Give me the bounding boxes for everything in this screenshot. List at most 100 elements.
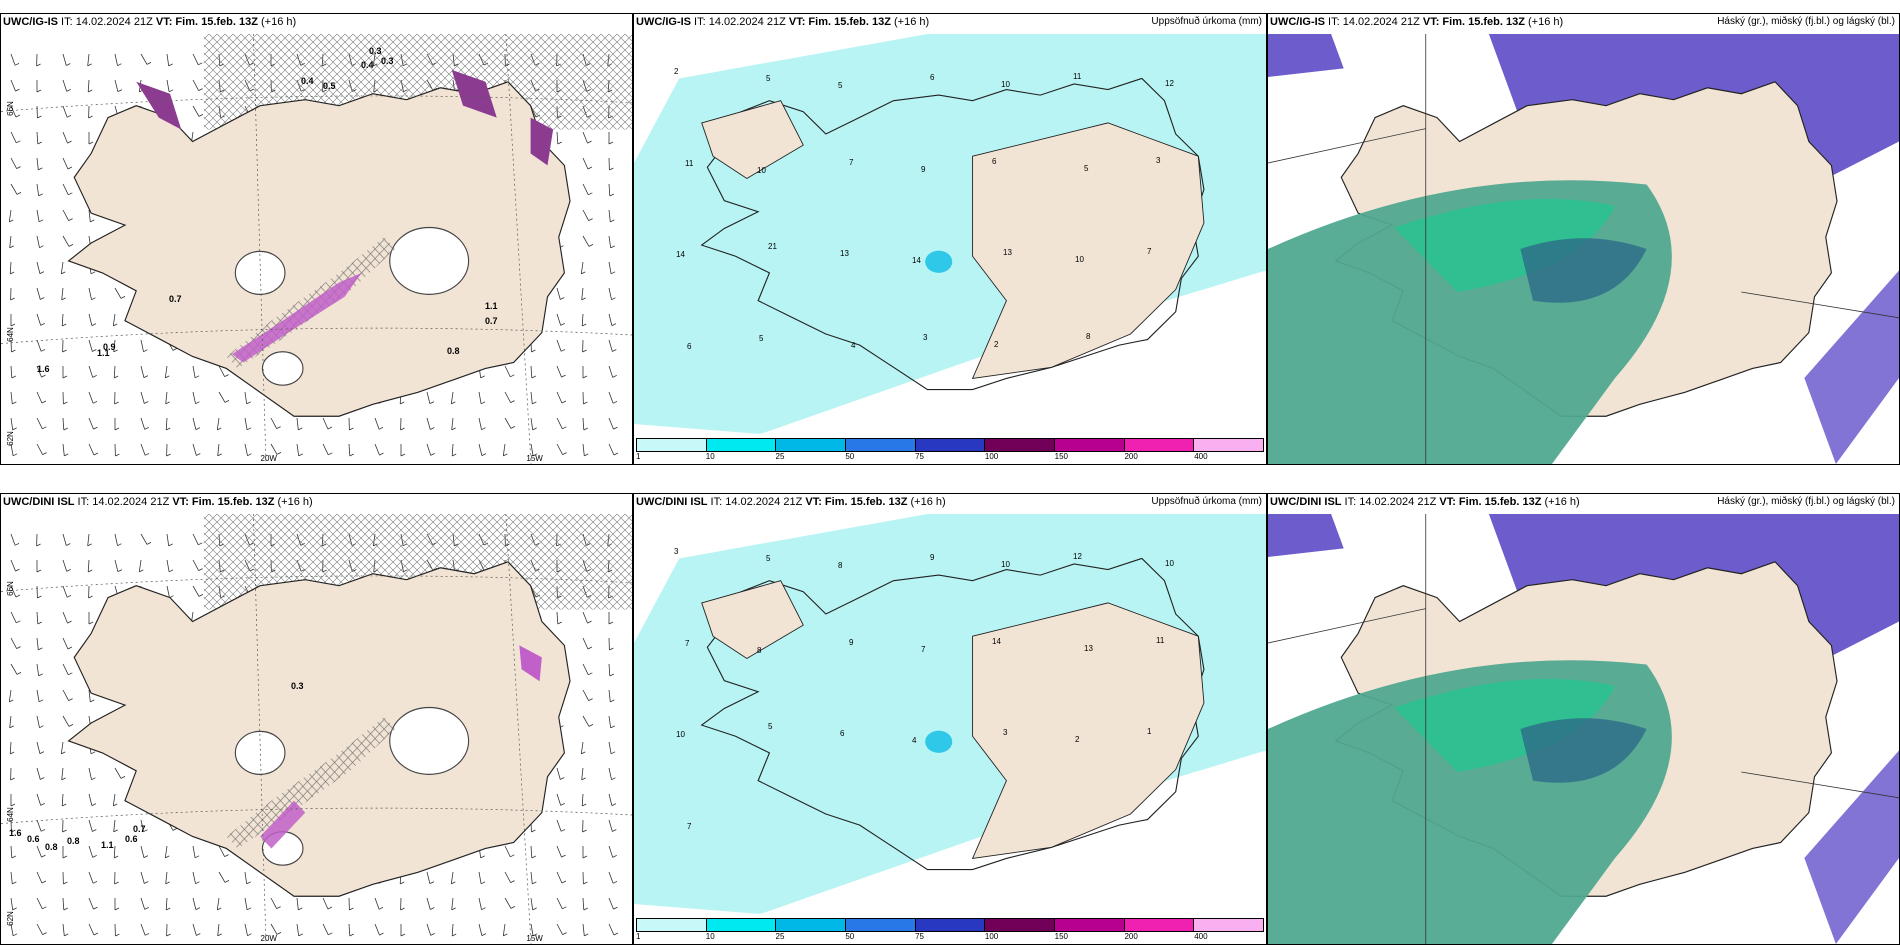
legend-swatch [776, 439, 847, 451]
wind-value-label: 0.3 [381, 56, 394, 66]
init-time: IT: 14.02.2024 21Z [707, 496, 806, 508]
wind-value-label: 0.5 [323, 81, 336, 91]
wind-value-label: 0.7 [485, 316, 498, 326]
lon-label-20w: 20W [260, 934, 277, 943]
precip-value-label: 10 [757, 166, 766, 175]
precip-value-label: 3 [674, 547, 679, 556]
precip-value-label: 6 [840, 729, 845, 738]
lat-label: 64N [5, 327, 15, 343]
precip-value-label: 10 [1001, 560, 1010, 569]
precip-value-label: 13 [1084, 644, 1093, 653]
wind-value-label: 1.6 [9, 828, 22, 838]
legend-swatch [915, 439, 986, 451]
valid-time: Fim. 15.feb. 13Z [188, 496, 275, 508]
precip-value-label: 3 [1156, 156, 1161, 165]
model-name: UWC/DINI ISL [1270, 496, 1342, 508]
cloud-map [1268, 34, 1899, 464]
init-time: IT: 14.02.2024 21Z [1341, 496, 1440, 508]
precip-value-label: 2 [1075, 735, 1080, 744]
precip-value-label: 11 [1073, 72, 1082, 81]
lon-label-15w: 15W [526, 934, 543, 943]
legend-swatch [1194, 919, 1264, 931]
panel-field-title: Uppsöfnuð úrkoma (mm) [1151, 496, 1262, 507]
legend-swatch [706, 439, 777, 451]
precip-value-label: 5 [766, 554, 771, 563]
legend-swatch [985, 919, 1056, 931]
precip-value-label: 7 [921, 645, 926, 654]
precip-legend: 1 10 25 50 75 100 150 200 400 [636, 918, 1264, 942]
wind-map: 0.30.4 0.30.50.40.71.10.70.91.1 0.81.6 [1, 34, 632, 464]
precip-value-label: 2 [674, 67, 679, 76]
valid-time-label: VT: [155, 16, 173, 28]
lead-time: (+16 h) [1524, 16, 1564, 28]
precip-value-label: 3 [1003, 728, 1008, 737]
precip-value-label: 11 [1156, 636, 1165, 645]
precip-value-label: 10 [1001, 80, 1010, 89]
panel-title: UWC/IG-IS IT: 14.02.2024 21Z VT: Fim. 15… [1270, 16, 1563, 28]
lead-time: (+16 h) [907, 496, 946, 508]
precip-value-label: 11 [685, 159, 694, 168]
precip-value-label: 4 [851, 341, 856, 350]
valid-time: Fim. 15.feb. 13Z [1439, 16, 1525, 28]
precip-value-label: 14 [992, 637, 1001, 646]
precip-value-label: 2 [994, 340, 999, 349]
precip-value-label: 9 [921, 165, 926, 174]
precip-value-label: 6 [687, 342, 692, 351]
precip-map: 3 5 8 9 10 12 10 7 8 9 7 14 13 11 10 5 6 4 3 2 1 7 [634, 514, 1266, 944]
map-panel-precip: UWC/DINI ISL IT: 14.02.2024 21Z VT: Fim.… [633, 493, 1267, 945]
lead-time: (+16 h) [890, 16, 930, 28]
map-panel-wind: UWC/DINI ISL IT: 14.02.2024 21Z VT: Fim.… [0, 493, 633, 945]
precip-legend: 1 10 25 50 75 100 150 200 400 [636, 438, 1264, 462]
panel-title: UWC/DINI ISL IT: 14.02.2024 21Z VT: Fim.… [3, 496, 313, 508]
legend-tick-label: 100 [984, 452, 999, 461]
legend-tick-label: 25 [775, 452, 785, 461]
legend-tick-label: 75 [915, 452, 925, 461]
panel-title: UWC/IG-IS IT: 14.02.2024 21Z VT: Fim. 15… [636, 16, 929, 28]
wind-value-label: 0.6 [125, 834, 138, 844]
model-name: UWC/IG-IS [3, 16, 58, 28]
legend-tick-label: 10 [705, 452, 715, 461]
legend-tick-label: 75 [915, 932, 925, 941]
precip-value-label: 5 [768, 722, 773, 731]
wind-value-label: 0.7 [169, 294, 182, 304]
precip-value-label: 5 [838, 81, 843, 90]
wind-value-label: 0.8 [447, 346, 460, 356]
valid-time-label: VT: [172, 496, 189, 508]
legend-swatch [1194, 439, 1264, 451]
legend-swatch [637, 439, 707, 451]
precip-value-label: 21 [768, 242, 777, 251]
panel-field-title: Uppsöfnuð úrkoma (mm) [1151, 16, 1262, 27]
precip-value-label: 5 [766, 74, 771, 83]
map-panel-precip: UWC/IG-IS IT: 14.02.2024 21Z VT: Fim. 15… [633, 13, 1267, 465]
precip-value-label: 4 [912, 736, 917, 745]
wind-value-label: 0.8 [45, 842, 58, 852]
map-area: 1.6 0.6 0.8 0.8 1.1 0.7 0.6 0.3 [1, 514, 632, 944]
valid-time: Fim. 15.feb. 13Z [821, 496, 908, 508]
wind-value-label: 0.9 [103, 342, 116, 352]
lat-label: 62N [5, 431, 15, 447]
init-time: IT: 14.02.2024 21Z [74, 496, 173, 508]
legend-swatch [776, 919, 847, 931]
wind-value-label: 0.4 [301, 76, 314, 86]
legend-tick-label: 50 [845, 452, 855, 461]
valid-time-label: VT: [805, 496, 822, 508]
wind-value-label: 0.8 [67, 836, 80, 846]
precip-value-label: 8 [1086, 332, 1091, 341]
precip-value-label: 3 [923, 333, 928, 342]
precip-value-label: 9 [930, 553, 935, 562]
precip-value-label: 10 [1075, 255, 1084, 264]
precip-value-label: 10 [676, 730, 685, 739]
map-panel-cloud: UWC/IG-IS IT: 14.02.2024 21Z VT: Fim. 15… [1267, 13, 1900, 465]
wind-value-label: 0.6 [27, 834, 40, 844]
panel-title: UWC/DINI ISL IT: 14.02.2024 21Z VT: Fim.… [1270, 496, 1580, 508]
precip-value-label: 8 [838, 561, 843, 570]
precip-value-label: 13 [840, 249, 849, 258]
precip-value-label: 5 [759, 334, 764, 343]
valid-time: Fim. 15.feb. 13Z [1455, 496, 1542, 508]
valid-time: Fim. 15.feb. 13Z [805, 16, 891, 28]
valid-time: Fim. 15.feb. 13Z [172, 16, 258, 28]
wind-value-label: 1.1 [97, 348, 110, 358]
valid-time-label: VT: [1439, 496, 1456, 508]
wind-value-label: 1.6 [37, 364, 50, 374]
map-area [1268, 514, 1899, 944]
